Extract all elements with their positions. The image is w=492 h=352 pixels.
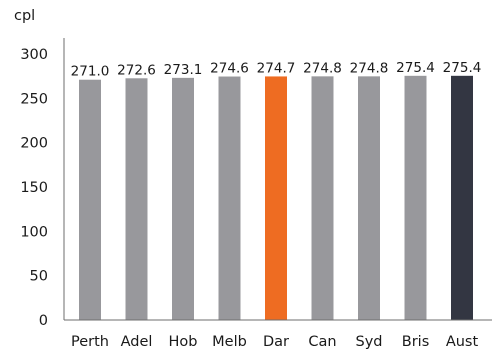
- bar: [451, 75, 473, 320]
- bar: [218, 76, 241, 320]
- x-tick-label: Hob: [169, 334, 198, 350]
- bar-value-label: 275.4: [443, 60, 482, 76]
- data-labels: 271.0 272.6 273.1 274.6 274.7 274.8 274.8 275.4…: [71, 60, 482, 80]
- bar: [311, 76, 334, 321]
- bar: [404, 75, 427, 320]
- bar-value-label: 274.6: [210, 61, 249, 77]
- bar-value-label: 274.7: [257, 60, 296, 76]
- y-axis-unit-label: cpl: [14, 8, 35, 24]
- x-tick-label: Bris: [402, 334, 430, 350]
- y-tick-label: 0: [39, 313, 48, 329]
- bar-value-label: 274.8: [350, 60, 389, 76]
- y-tick-label: 200: [20, 136, 48, 152]
- x-axis-labels: Perth Adel Hob Melb Dar Can Syd Bris Aust: [71, 334, 478, 350]
- bars: [79, 75, 473, 321]
- y-axis-ticks: 0 50 100 150 200 250 300: [20, 47, 48, 329]
- bar: [172, 77, 194, 320]
- y-tick-label: 100: [20, 224, 48, 240]
- bar-value-label: 271.0: [71, 64, 110, 80]
- bar-value-label: 272.6: [117, 62, 156, 78]
- x-tick-label: Aust: [446, 334, 479, 350]
- x-tick-label: Dar: [263, 334, 289, 350]
- bar-value-label: 274.8: [303, 60, 342, 76]
- y-tick-label: 250: [20, 91, 48, 107]
- bar: [265, 76, 287, 320]
- x-tick-label: Melb: [212, 334, 247, 350]
- y-tick-label: 300: [20, 47, 48, 63]
- x-tick-label: Can: [308, 334, 336, 350]
- x-tick-label: Perth: [71, 334, 109, 350]
- y-tick-label: 50: [30, 269, 48, 285]
- y-tick-label: 150: [20, 180, 48, 196]
- bar: [125, 78, 148, 320]
- bar: [79, 79, 101, 320]
- bar-value-label: 275.4: [396, 60, 435, 76]
- x-tick-label: Adel: [121, 334, 153, 350]
- x-tick-label: Syd: [356, 334, 383, 350]
- bar-value-label: 273.1: [164, 62, 203, 78]
- bar: [358, 76, 380, 321]
